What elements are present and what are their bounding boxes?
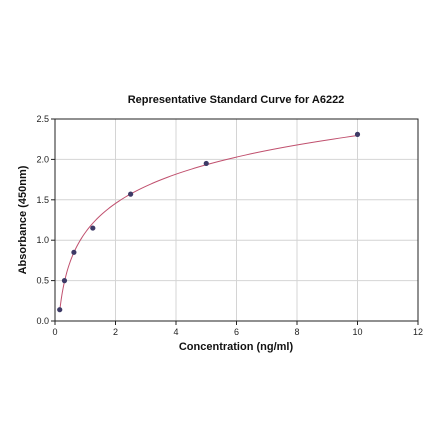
x-tick-label: 0 bbox=[52, 327, 57, 337]
data-point bbox=[57, 307, 63, 313]
y-tick-label: 1.0 bbox=[36, 235, 49, 245]
y-tick-label: 2.0 bbox=[36, 154, 49, 164]
data-point bbox=[203, 160, 209, 167]
axis-ticks: 0 2 4 6 8 10 12 0.0 0.5 1.0 1.5 2.0 2.5 bbox=[36, 114, 423, 337]
data-points bbox=[57, 131, 361, 313]
x-tick-label: 2 bbox=[113, 327, 118, 337]
y-tick-label: 0.5 bbox=[36, 276, 49, 286]
data-point bbox=[128, 191, 134, 197]
y-tick-label: 1.5 bbox=[36, 195, 49, 205]
grid-lines bbox=[55, 119, 418, 321]
data-point bbox=[354, 131, 361, 137]
x-tick-label: 4 bbox=[173, 327, 178, 337]
fit-curve bbox=[59, 135, 358, 312]
x-tick-label: 10 bbox=[352, 327, 362, 337]
y-axis-label: Absorbance (450nm) bbox=[17, 165, 29, 274]
data-point bbox=[71, 249, 77, 255]
y-tick-label: 0.0 bbox=[36, 316, 49, 326]
x-axis-label: Concentration (ng/ml) bbox=[179, 341, 294, 353]
data-point bbox=[61, 278, 68, 284]
x-tick-label: 8 bbox=[294, 327, 299, 337]
y-tick-label: 2.5 bbox=[36, 114, 49, 124]
data-point bbox=[90, 225, 96, 231]
chart-title: Representative Standard Curve for A6222 bbox=[128, 94, 345, 106]
x-tick-label: 12 bbox=[413, 327, 423, 337]
x-tick-label: 6 bbox=[234, 327, 239, 337]
